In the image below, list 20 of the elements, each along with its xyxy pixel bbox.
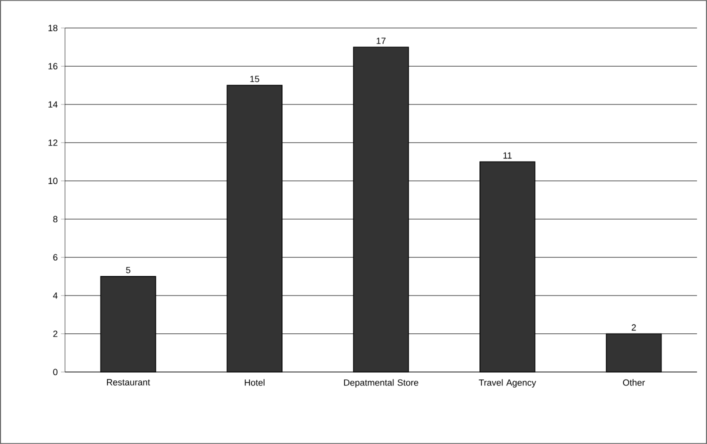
x-tick-label: Travel Agency xyxy=(478,379,536,388)
data-label: 2 xyxy=(632,324,636,331)
x-tick-label: Restaurant xyxy=(107,379,150,386)
x-tick-label: Other xyxy=(623,379,645,386)
y-tick-label: 14 xyxy=(48,101,58,108)
y-tick-label: 2 xyxy=(53,330,58,337)
data-label: 5 xyxy=(126,266,130,274)
y-tick-label: 18 xyxy=(48,24,58,32)
y-tick-label: 6 xyxy=(53,254,58,261)
x-tick-label: Hotel xyxy=(244,379,264,386)
y-tick-label: 10 xyxy=(48,178,58,184)
y-tick-label: 0 xyxy=(53,368,58,376)
data-label: 11 xyxy=(503,152,512,159)
y-tick-label: 8 xyxy=(53,216,58,222)
y-tick-label: 4 xyxy=(53,292,58,299)
data-label: 15 xyxy=(250,76,260,82)
y-tick-label: 16 xyxy=(48,63,58,70)
data-label: 17 xyxy=(376,38,386,44)
x-tick-label: Depatmental Store xyxy=(344,379,418,388)
y-tick-label: 12 xyxy=(48,140,58,146)
